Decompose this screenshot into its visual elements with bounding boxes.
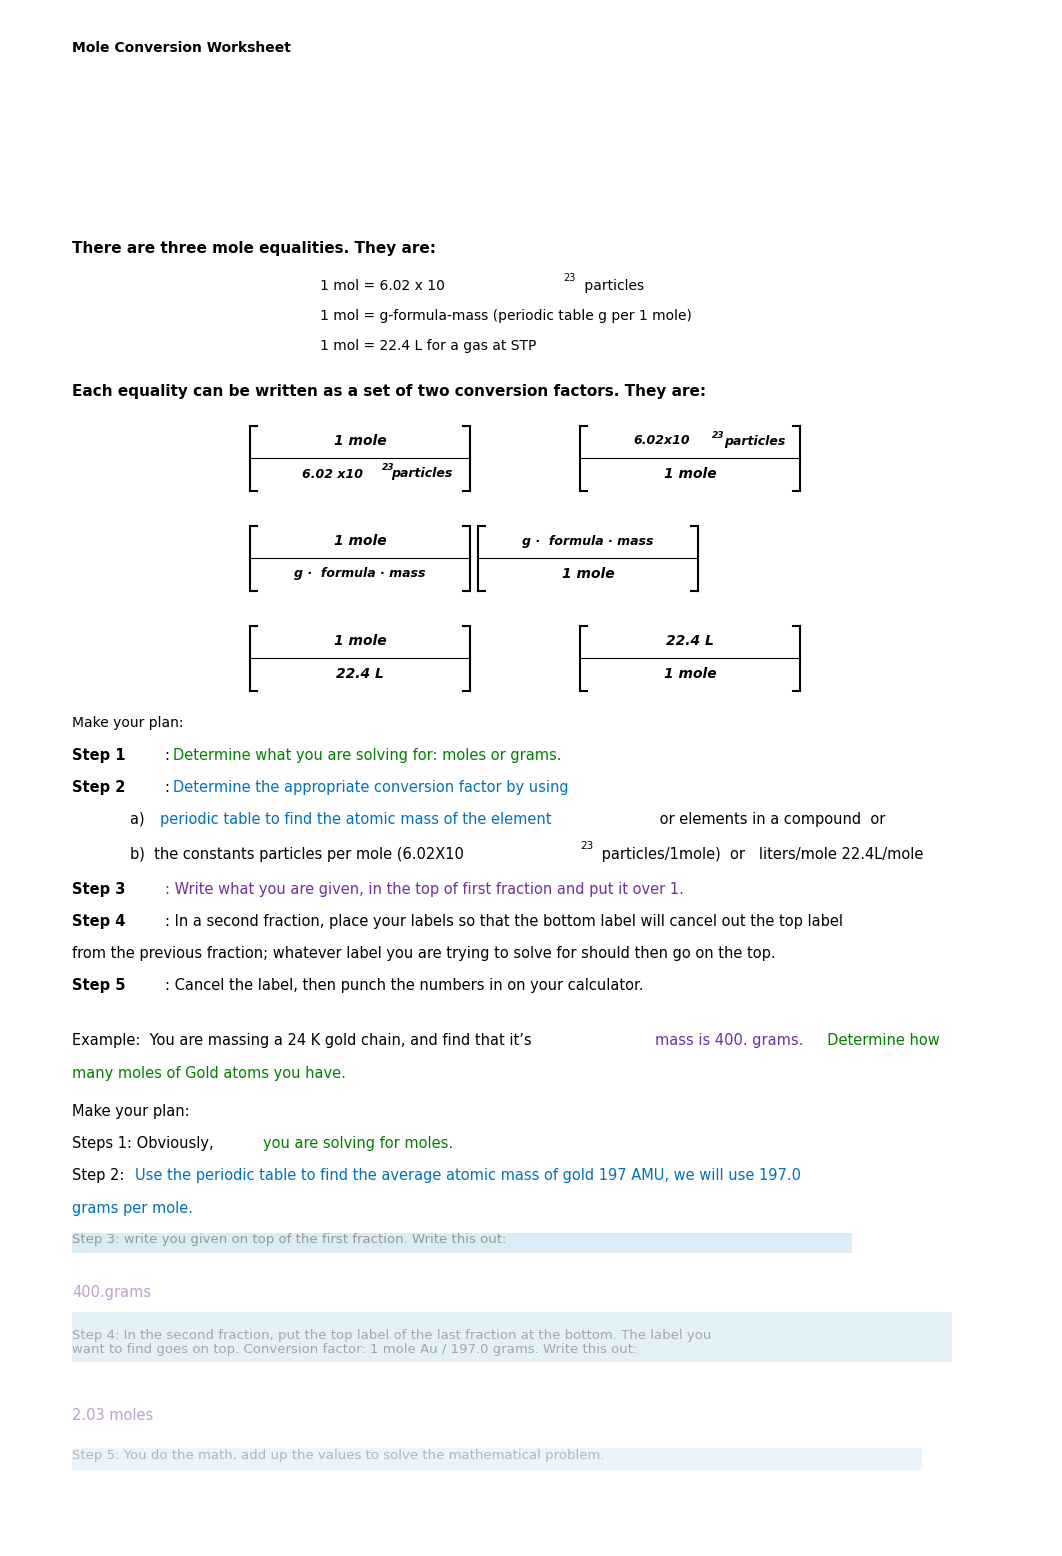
- Text: 1 mole: 1 mole: [333, 633, 387, 647]
- Text: 1 mol = 6.02 x 10: 1 mol = 6.02 x 10: [320, 279, 445, 293]
- Text: 22.4 L: 22.4 L: [666, 633, 714, 647]
- Text: particles: particles: [580, 279, 645, 293]
- Text: Step 4: Step 4: [72, 913, 125, 929]
- Text: Step 5: Step 5: [72, 979, 125, 993]
- Text: 1 mole: 1 mole: [562, 566, 614, 580]
- Text: Step 3: write you given on top of the first fraction. Write this out:: Step 3: write you given on top of the fi…: [72, 1234, 507, 1246]
- Text: 1 mol = g-formula-mass (periodic table g per 1 mole): 1 mol = g-formula-mass (periodic table g…: [320, 310, 691, 324]
- Text: particles: particles: [391, 467, 452, 481]
- Text: from the previous fraction; whatever label you are trying to solve for should th: from the previous fraction; whatever lab…: [72, 946, 775, 962]
- Text: Determine what you are solving for: moles or grams.: Determine what you are solving for: mole…: [173, 748, 562, 762]
- Text: : In a second fraction, place your labels so that the bottom label will cancel o: : In a second fraction, place your label…: [165, 913, 843, 929]
- Text: Step 5: You do the math, add up the values to solve the mathematical problem.: Step 5: You do the math, add up the valu…: [72, 1450, 604, 1463]
- Text: periodic table to find the atomic mass of the element: periodic table to find the atomic mass o…: [160, 812, 551, 826]
- FancyBboxPatch shape: [72, 1312, 952, 1362]
- Text: 23: 23: [580, 840, 594, 851]
- Text: 23: 23: [712, 431, 724, 439]
- Text: : Cancel the label, then punch the numbers in on your calculator.: : Cancel the label, then punch the numbe…: [165, 979, 644, 993]
- Text: 1 mole: 1 mole: [664, 467, 716, 481]
- Text: Make your plan:: Make your plan:: [72, 716, 184, 730]
- Text: b)  the constants particles per mole (6.02X10: b) the constants particles per mole (6.0…: [130, 846, 464, 862]
- Text: Example:  You are massing a 24 K gold chain, and find that it’s: Example: You are massing a 24 K gold cha…: [72, 1033, 536, 1049]
- Text: 23: 23: [381, 464, 394, 473]
- Text: Make your plan:: Make your plan:: [72, 1105, 190, 1119]
- Text: g ·  formula · mass: g · formula · mass: [523, 535, 654, 548]
- Text: Mole Conversion Worksheet: Mole Conversion Worksheet: [72, 40, 291, 54]
- Text: 22.4 L: 22.4 L: [336, 668, 384, 682]
- Text: Step 1: Step 1: [72, 748, 125, 762]
- Text: mass is 400. grams.: mass is 400. grams.: [655, 1033, 803, 1049]
- Text: particles/1mole)  or   liters/mole 22.4L/mole: particles/1mole) or liters/mole 22.4L/mo…: [597, 846, 923, 862]
- Text: Steps 1: Obviously,: Steps 1: Obviously,: [72, 1136, 219, 1151]
- FancyBboxPatch shape: [72, 1449, 922, 1470]
- Text: :: :: [165, 780, 174, 795]
- Text: many moles of Gold atoms you have.: many moles of Gold atoms you have.: [72, 1066, 346, 1081]
- Text: : Write what you are given, in the top of first fraction and put it over 1.: : Write what you are given, in the top o…: [165, 882, 684, 896]
- Text: 23: 23: [563, 272, 576, 283]
- Text: There are three mole equalities. They are:: There are three mole equalities. They ar…: [72, 241, 436, 257]
- Text: 1 mol = 22.4 L for a gas at STP: 1 mol = 22.4 L for a gas at STP: [320, 339, 536, 353]
- Text: or elements in a compound  or: or elements in a compound or: [655, 812, 886, 826]
- Text: Determine how: Determine how: [818, 1033, 940, 1049]
- Text: Step 2:: Step 2:: [72, 1169, 129, 1183]
- Text: Use the periodic table to find the average atomic mass of gold 197 AMU, we will : Use the periodic table to find the avera…: [135, 1169, 801, 1183]
- Text: 2.03 moles: 2.03 moles: [72, 1408, 153, 1424]
- Text: 400.grams: 400.grams: [72, 1285, 151, 1299]
- Text: Step 3: Step 3: [72, 882, 125, 896]
- Text: grams per mole.: grams per mole.: [72, 1201, 193, 1215]
- Text: 1 mole: 1 mole: [664, 668, 716, 682]
- Text: Each equality can be written as a set of two conversion factors. They are:: Each equality can be written as a set of…: [72, 384, 706, 398]
- Text: you are solving for moles.: you are solving for moles.: [263, 1136, 453, 1151]
- Text: 1 mole: 1 mole: [333, 434, 387, 448]
- Text: want to find goes on top. Conversion factor: 1 mole Au / 197.0 grams. Write this: want to find goes on top. Conversion fac…: [72, 1343, 637, 1357]
- Text: particles: particles: [724, 434, 786, 448]
- Text: Step 2: Step 2: [72, 780, 125, 795]
- FancyBboxPatch shape: [72, 1232, 852, 1253]
- Text: a): a): [130, 812, 154, 826]
- Text: :: :: [165, 748, 174, 762]
- Text: Step 4: In the second fraction, put the top label of the last fraction at the bo: Step 4: In the second fraction, put the …: [72, 1329, 712, 1341]
- Text: 1 mole: 1 mole: [333, 534, 387, 548]
- Text: g ·  formula · mass: g · formula · mass: [294, 568, 426, 580]
- Text: Determine the appropriate conversion factor by using: Determine the appropriate conversion fac…: [173, 780, 568, 795]
- Text: 6.02 x10: 6.02 x10: [302, 467, 362, 481]
- Text: 6.02x10: 6.02x10: [634, 434, 690, 448]
